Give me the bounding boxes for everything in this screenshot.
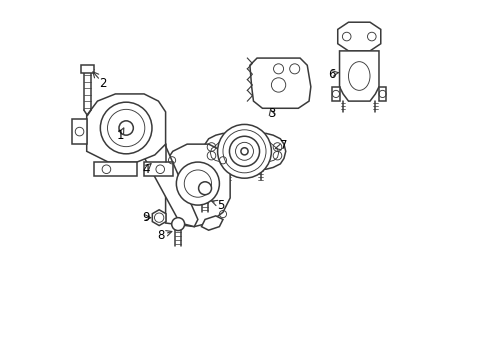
Text: 8: 8	[157, 229, 164, 242]
Polygon shape	[94, 162, 137, 176]
Text: 4: 4	[142, 163, 149, 176]
Circle shape	[176, 162, 219, 205]
Text: 9: 9	[142, 211, 149, 224]
Text: 7: 7	[280, 139, 287, 152]
Polygon shape	[201, 216, 223, 230]
Polygon shape	[152, 210, 165, 226]
Circle shape	[171, 218, 184, 230]
Circle shape	[217, 125, 271, 178]
Polygon shape	[86, 94, 165, 162]
Text: 3: 3	[267, 107, 275, 120]
Polygon shape	[249, 58, 310, 108]
Polygon shape	[203, 134, 285, 169]
Polygon shape	[72, 119, 86, 144]
Circle shape	[100, 102, 152, 154]
Polygon shape	[339, 51, 378, 101]
Text: 5: 5	[217, 199, 224, 212]
Polygon shape	[81, 65, 94, 73]
Text: 1: 1	[117, 129, 124, 142]
Polygon shape	[378, 87, 386, 101]
Polygon shape	[165, 144, 230, 226]
Polygon shape	[137, 130, 198, 226]
Text: 6: 6	[328, 68, 335, 81]
Polygon shape	[337, 22, 380, 51]
Circle shape	[198, 182, 211, 195]
Polygon shape	[332, 87, 339, 101]
Text: 2: 2	[99, 77, 106, 90]
Polygon shape	[144, 162, 172, 176]
